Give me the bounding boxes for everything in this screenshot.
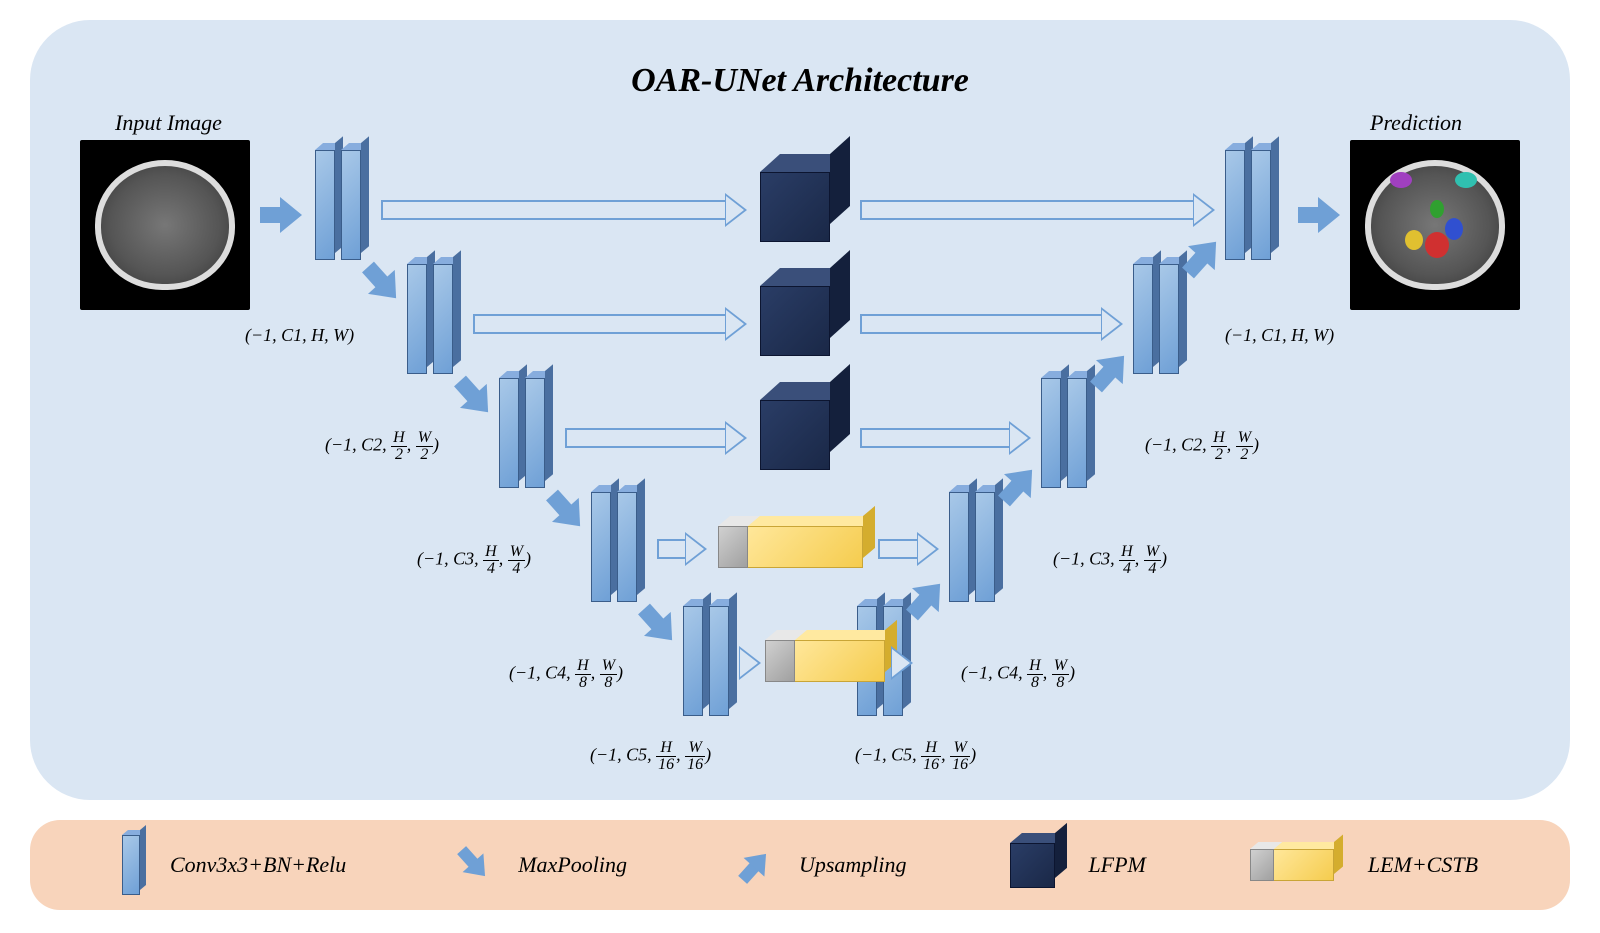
enc5-conv-a xyxy=(683,606,703,716)
skip-3a xyxy=(565,428,747,448)
input-image xyxy=(80,140,250,310)
lfpm-3 xyxy=(760,400,830,470)
prediction-image xyxy=(1350,140,1520,310)
skip-1a xyxy=(381,200,747,220)
enc4-shape: (−1, C4, H8, W8) xyxy=(509,658,623,691)
enc1-conv-a xyxy=(315,150,335,260)
enc3-conv-a xyxy=(499,378,519,488)
legend-conv: Conv3x3+BN+Relu xyxy=(122,835,346,895)
dec1-shape: (−1, C1, H, W) xyxy=(1225,325,1334,346)
dec1-conv-a xyxy=(1225,150,1245,260)
skip-5b xyxy=(897,653,913,673)
enc5-conv-b xyxy=(709,606,729,716)
skip-4a xyxy=(657,539,707,559)
dec5-shape: (−1, C5, H16, W16) xyxy=(855,740,976,773)
skip-2a xyxy=(473,314,747,334)
legend-lfpm: LFPM xyxy=(1010,843,1145,888)
legend-panel: Conv3x3+BN+Relu MaxPooling Upsampling LF… xyxy=(30,820,1570,910)
architecture-panel: OAR-UNet Architecture Input Image Predic… xyxy=(30,20,1570,800)
enc5-shape: (−1, C5, H16, W16) xyxy=(590,740,711,773)
lfpm-2 xyxy=(760,286,830,356)
output-label: Prediction xyxy=(1370,110,1462,136)
enc2-conv-a xyxy=(407,264,427,374)
dec2-conv-a xyxy=(1133,264,1153,374)
enc4-conv-a xyxy=(591,492,611,602)
dec3-conv-b xyxy=(1067,378,1087,488)
lfpm-1 xyxy=(760,172,830,242)
legend-conv-label: Conv3x3+BN+Relu xyxy=(170,852,346,878)
enc3-shape: (−1, C3, H4, W4) xyxy=(417,544,531,577)
skip-4b xyxy=(878,539,939,559)
skip-5a xyxy=(745,653,761,673)
skip-2b xyxy=(860,314,1123,334)
enc4-conv-b xyxy=(617,492,637,602)
input-label: Input Image xyxy=(115,110,222,136)
dec3-conv-a xyxy=(1041,378,1061,488)
legend-upsample: Upsampling xyxy=(731,845,907,885)
dec3-shape: (−1, C3, H4, W4) xyxy=(1053,544,1167,577)
enc2-shape: (−1, C2, H2, W2) xyxy=(325,430,439,463)
legend-lfpm-label: LFPM xyxy=(1088,852,1145,878)
legend-upsample-label: Upsampling xyxy=(799,852,907,878)
dec4-shape: (−1, C4, H8, W8) xyxy=(961,658,1075,691)
dec4-conv-a xyxy=(949,492,969,602)
enc1-conv-b xyxy=(341,150,361,260)
dec2-shape: (−1, C2, H2, W2) xyxy=(1145,430,1259,463)
skip-1b xyxy=(860,200,1215,220)
dec1-conv-b xyxy=(1251,150,1271,260)
dec2-conv-b xyxy=(1159,264,1179,374)
enc1-shape: (−1, C1, H, W) xyxy=(245,325,354,346)
skip-3b xyxy=(860,428,1031,448)
enc2-conv-b xyxy=(433,264,453,374)
enc3-conv-b xyxy=(525,378,545,488)
legend-maxpool-label: MaxPooling xyxy=(518,852,627,878)
title: OAR-UNet Architecture xyxy=(631,62,969,100)
dec4-conv-b xyxy=(975,492,995,602)
legend-lemcstb-label: LEM+CSTB xyxy=(1368,852,1478,878)
legend-maxpool: MaxPooling xyxy=(450,845,627,885)
legend-lemcstb: LEM+CSTB xyxy=(1250,849,1478,881)
